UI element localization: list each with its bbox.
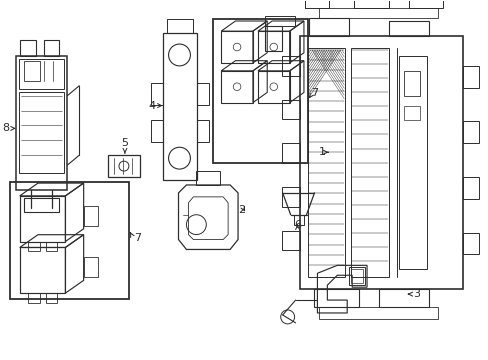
Bar bbox=[197, 121, 209, 142]
Bar bbox=[307, 48, 345, 277]
Text: 8: 8 bbox=[3, 123, 10, 134]
Bar bbox=[83, 257, 97, 277]
Bar bbox=[403, 71, 419, 96]
Text: 2: 2 bbox=[238, 205, 244, 215]
Bar bbox=[299, 36, 462, 289]
Bar bbox=[16, 56, 67, 190]
Bar bbox=[398, 56, 426, 269]
Bar bbox=[293, 215, 303, 225]
Bar bbox=[403, 105, 419, 121]
Bar bbox=[45, 242, 57, 251]
Text: 4: 4 bbox=[148, 100, 155, 111]
Bar bbox=[28, 242, 40, 251]
Bar bbox=[43, 40, 60, 56]
Text: 3: 3 bbox=[413, 289, 420, 299]
Bar bbox=[348, 267, 365, 285]
Bar bbox=[28, 293, 40, 303]
Bar bbox=[197, 83, 209, 105]
Text: 7: 7 bbox=[134, 233, 141, 243]
Bar bbox=[150, 121, 163, 142]
Bar bbox=[24, 198, 60, 212]
Bar bbox=[19, 92, 64, 173]
Bar bbox=[150, 83, 163, 105]
Bar bbox=[19, 59, 64, 89]
Bar bbox=[196, 171, 220, 185]
Bar bbox=[213, 19, 307, 163]
Bar bbox=[350, 269, 362, 283]
Bar bbox=[24, 61, 40, 81]
Bar bbox=[20, 40, 36, 56]
Text: 7: 7 bbox=[311, 88, 318, 98]
Text: 6: 6 bbox=[293, 220, 301, 230]
Text: 1: 1 bbox=[318, 147, 325, 157]
Text: 5: 5 bbox=[121, 138, 128, 148]
Bar bbox=[10, 182, 129, 299]
Bar bbox=[350, 48, 388, 277]
Bar bbox=[83, 206, 97, 226]
Bar bbox=[108, 155, 140, 177]
Bar bbox=[45, 293, 57, 303]
Bar bbox=[163, 33, 197, 180]
